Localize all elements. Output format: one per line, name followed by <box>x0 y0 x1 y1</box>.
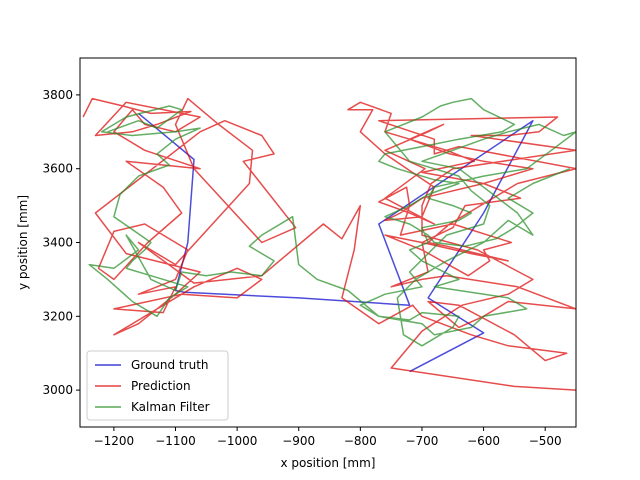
series-line-prediction <box>82 97 576 391</box>
legend: Ground truth Prediction Kalman Filter <box>86 350 229 421</box>
series-line-ground-truth <box>138 112 534 373</box>
series-line-kalman-filter <box>88 97 576 347</box>
y-tick-label: 3000 <box>42 383 73 397</box>
plot-data-area <box>82 97 576 391</box>
x-axis-label: x position [mm] <box>280 456 375 470</box>
y-tick-label: 3200 <box>42 309 73 323</box>
x-tick-label: −900 <box>282 434 315 448</box>
y-tick-label: 3600 <box>42 162 73 176</box>
x-tick-label: −800 <box>344 434 377 448</box>
x-tick-label: −500 <box>529 434 562 448</box>
y-tick-label: 3400 <box>42 236 73 250</box>
x-tick-label: −600 <box>467 434 500 448</box>
y-axis-label: y position [mm] <box>16 195 30 290</box>
x-tick-label: −1000 <box>217 434 258 448</box>
x-axis-ticks: −1200 −1100 −1000 −900 −800 −700 −600 −500 <box>94 427 562 448</box>
legend-box <box>86 350 229 421</box>
y-tick-label: 3800 <box>42 88 73 102</box>
x-tick-label: −1200 <box>94 434 135 448</box>
legend-label: Ground truth <box>131 358 209 372</box>
legend-label: Kalman Filter <box>131 400 210 414</box>
y-axis-ticks: 3000 3200 3400 3600 3800 <box>42 88 80 397</box>
x-tick-label: −1100 <box>155 434 196 448</box>
legend-label: Prediction <box>131 379 191 393</box>
x-tick-label: −700 <box>405 434 438 448</box>
